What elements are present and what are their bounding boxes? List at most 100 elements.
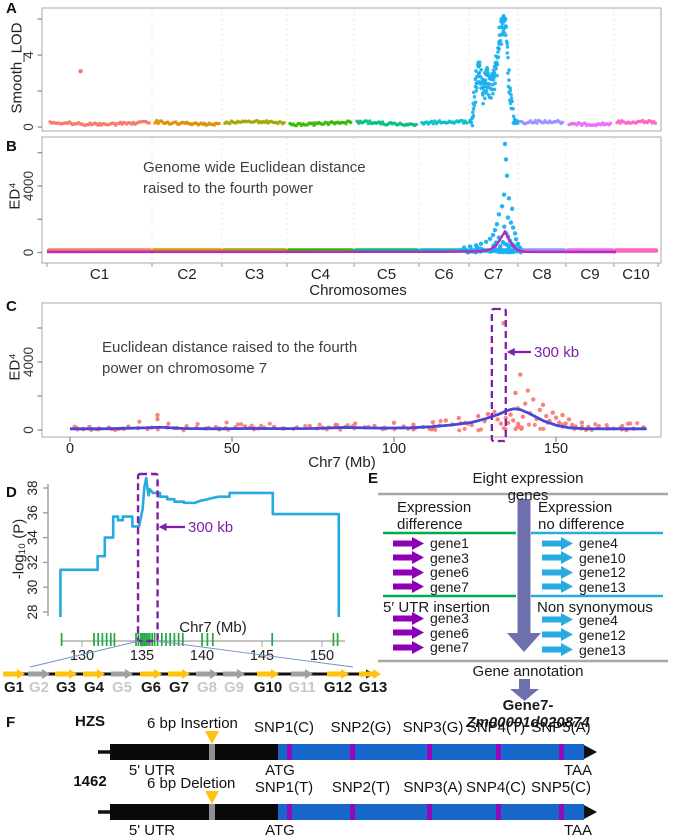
panel-b-xtick: C4 [311,266,330,283]
panel-d-annotation-arrow [158,523,167,531]
gene-item-label: gene3 [430,549,469,566]
gene-item-label: gene6 [430,564,469,580]
s1462-gene-model [98,791,597,820]
panel-c-plot: 0 4000 0 50 100 150 [21,302,662,457]
panel-e-footer: Gene annotation [472,663,584,680]
gene-arrow-icon [393,551,424,564]
gene-label-g8: G8 [197,679,217,696]
gene-arrow-g12 [327,669,349,679]
gene-label-g4: G4 [84,679,105,696]
panel-c-xlabel: Chr7 (Mb) [308,454,376,471]
hzs-indel-mark [209,744,215,760]
panel-d-xtick: 135 [130,648,154,664]
panel-a-label: A [6,0,17,17]
panel-c-fit-line [70,407,647,431]
panel-e-right-header: Expression no difference [538,499,625,533]
hzs-indel-label: 6 bp Insertion [147,715,238,732]
panel-b-label: B [6,138,17,155]
hzs-label: HZS [75,713,105,730]
gene-arrow-g7 [168,669,190,679]
non-synonymous-item: gene4 [542,611,618,628]
s1462-snp-3-mark [427,804,432,820]
gene-track: G1 G2 G3 G4 G5 G6 G7 G8 G9 G10 G11 G12 G13 [3,669,387,696]
panel-f-label: F [6,714,16,731]
panel-f-diagram [98,731,597,820]
non-synonymous-item: gene12 [542,626,626,643]
gene-item-label: gene12 [579,626,626,643]
gene-label-g12: G12 [324,679,352,696]
panel-c-ytick: 0 [21,426,36,434]
panel-b-ylabel: ED⁴ [6,182,24,210]
panel-c-xtick: 100 [382,441,406,457]
panel-a-scatter [48,14,658,128]
expression-difference-item: gene1 [393,535,469,551]
s1462-snp-2-label: SNP2(T) [331,779,391,796]
panel-e-label: E [368,470,379,487]
gene-arrow-icon [542,643,573,656]
hzs-snp-4-label: SNP4(T) [466,719,526,736]
gene-arrow-icon [393,536,424,550]
panel-d-label: D [6,484,17,501]
gene-arrow-g6 [140,669,162,679]
panel-c-label: C [6,298,17,315]
gene-label-g6: G6 [141,679,161,696]
s1462-stop-codon-label: TAA [563,822,593,837]
hzs-snp-3-mark [427,744,432,760]
gene-label-g11: G11 [288,679,316,696]
gene-arrow-icon [542,565,573,579]
gene-arrow-g4 [83,669,105,679]
gene-arrow-icon [542,536,573,550]
gene-arrow-icon [542,613,573,626]
gene-item-label: gene6 [430,624,469,641]
gene-arrow-icon [393,640,424,654]
gene-item-label: gene7 [430,578,469,595]
gene-item-label: gene3 [430,610,469,626]
panel-b-xtick: C2 [177,266,196,283]
gene-arrow-icon [393,611,424,625]
panel-d-ytick: 34 [25,530,40,546]
expression-no-difference-item: gene12 [542,564,626,580]
gene-arrow-icon [542,551,573,564]
gene-name-id: Zm00001d020874 [466,713,590,731]
gene-item-label: gene13 [579,578,626,595]
panel-d-xtick: 130 [70,648,94,664]
panel-b-xtick: C9 [580,266,599,283]
s1462-snp-2-mark [350,804,355,820]
panel-c-xtick: 0 [66,441,74,457]
s1462-indel-triangle-icon [205,791,219,804]
s1462-indel-mark [209,804,215,820]
panel-b-fit-line [46,230,617,254]
expression-difference-item: gene6 [393,564,469,580]
panel-c-caption: Euclidean distance raised to the fourth … [102,339,358,377]
gene-label-g10: G10 [254,679,282,696]
gene-item-label: gene10 [579,549,626,566]
panel-b-ytick: 0 [21,249,36,257]
panel-b-plot: 0 4000 C1 C2 C3 C4 C5 C6 C7 C8 C9 C10 [21,136,662,283]
panel-d-ytick: 28 [25,604,40,619]
s1462-utr-label: 5' UTR [128,822,176,837]
gene-label-g9: G9 [224,679,244,696]
panel-d-step-curve [59,476,341,617]
gene-label-g2: G2 [29,679,49,696]
expression-no-difference-item: gene13 [542,578,626,595]
panel-b-xtick: C3 [245,266,264,283]
panel-d-xtick: 145 [250,648,274,664]
panel-b-xtick: C5 [377,266,396,283]
s1462-snp-3-label: SNP3(A) [403,779,463,796]
panel-b-xtick: C7 [484,266,503,283]
panel-a-plot: 04 [21,7,662,132]
s1462-label: 1462 [73,773,107,790]
hzs-snp-2-label: SNP2(G) [330,719,392,736]
s1462-utr-box [110,804,278,820]
gene-label-g3: G3 [56,679,76,696]
panel-a-outlier-point [78,69,83,74]
s1462-indel-label: 6 bp Deletion [147,775,236,792]
hzs-start-codon-label: ATG [265,762,295,779]
gene-arrow-g3 [55,669,77,679]
panel-e-diagram [378,492,668,701]
expression-no-difference-item: gene4 [542,535,618,551]
gene-item-label: gene4 [579,611,618,628]
gene-arrow-icon [542,628,573,641]
